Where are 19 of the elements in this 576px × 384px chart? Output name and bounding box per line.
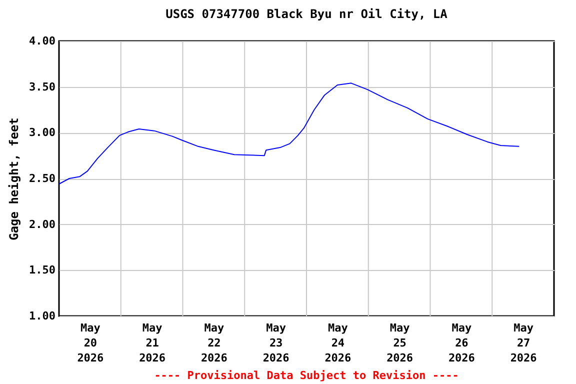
x-tick-label: May 21 2026	[139, 322, 166, 364]
y-tick-label: 4.00	[29, 34, 56, 48]
chart-title: USGS 07347700 Black Byu nr Oil City, LA	[166, 7, 448, 21]
y-tick-label: 2.00	[29, 218, 56, 231]
x-tick-label: May 22 2026	[200, 322, 228, 364]
x-tick-label: May 23 2026	[262, 322, 290, 364]
x-tick-label: May 20 2026	[77, 322, 104, 364]
y-tick-label: 3.00	[29, 126, 56, 140]
y-tick-label: 1.50	[29, 264, 56, 277]
text: ---- Provisional Data Subject to Revision ----	[154, 369, 459, 382]
y-tick-label: 1.00	[29, 310, 56, 322]
y-tick-label: 2.50	[29, 172, 56, 185]
x-tick-label: May 27 2026	[510, 322, 538, 364]
x-tick-label: May 25 2026	[386, 322, 414, 364]
x-tick-label: May 26 2026	[448, 322, 476, 364]
line-series	[58, 82, 520, 184]
y-tick-label: 3.50	[29, 80, 56, 94]
y-axis-title: Gage height, feet	[7, 118, 22, 240]
x-tick-label: May 24 2026	[324, 322, 352, 364]
